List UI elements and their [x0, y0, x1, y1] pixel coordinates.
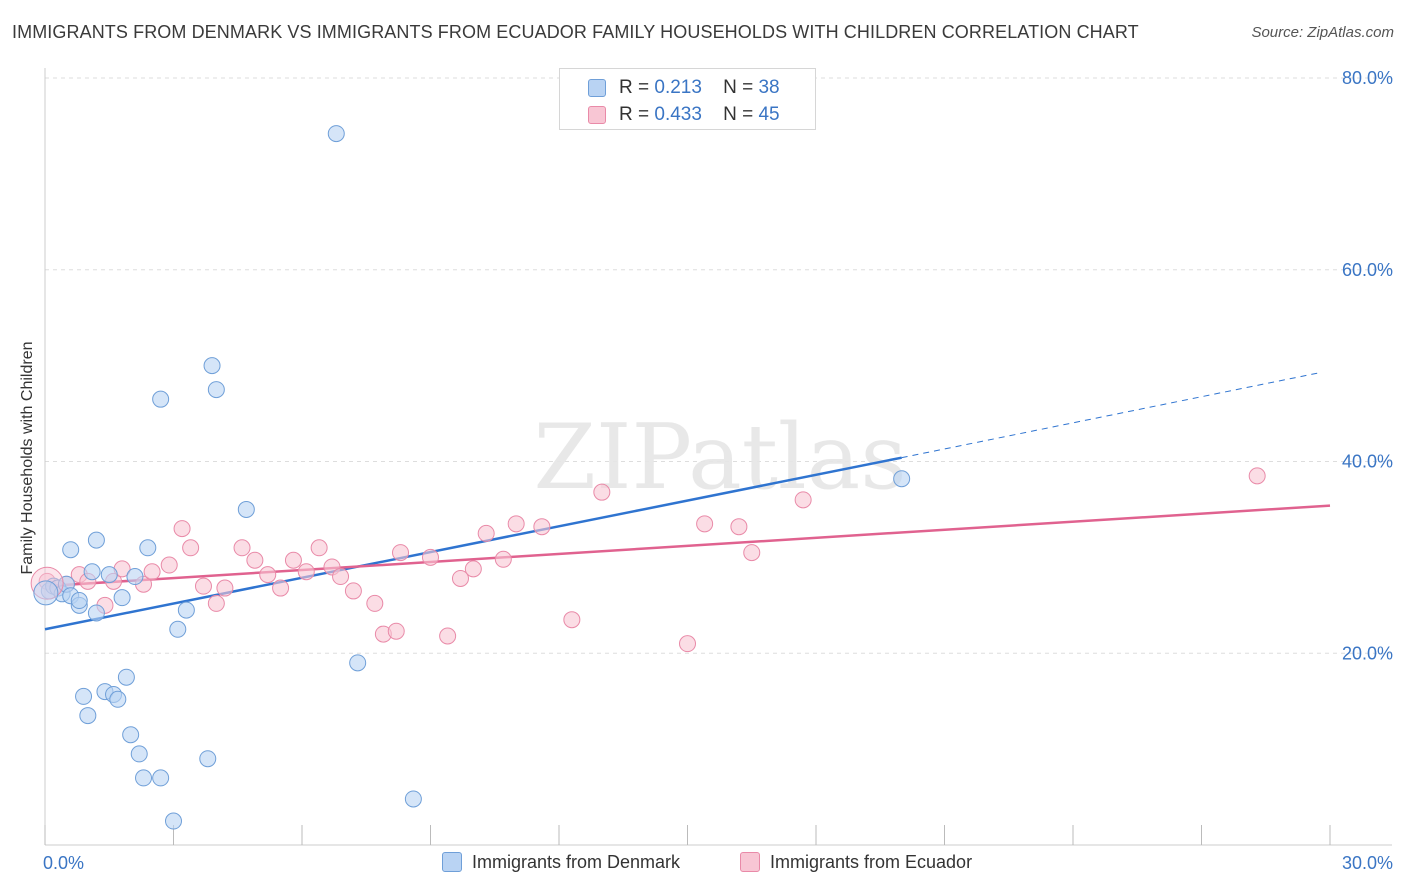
ecuador-point [387, 622, 405, 640]
denmark-point [83, 563, 101, 581]
denmark-point [113, 589, 131, 607]
denmark-point [100, 566, 118, 584]
denmark-point [199, 750, 217, 768]
ecuador-swatch [588, 106, 606, 124]
denmark-point [404, 790, 422, 808]
ecuador-point [730, 518, 748, 536]
tick-labels: 20.0% 40.0% 60.0% 80.0% 0.0% 30.0% [43, 68, 1393, 873]
denmark-point [327, 125, 345, 143]
ecuador-n-label: N = [723, 104, 754, 125]
ecuador-point [494, 550, 512, 568]
ecuador-point [173, 520, 191, 538]
ecuador-point [679, 635, 696, 653]
ecuador-point [507, 515, 525, 533]
denmark-point [349, 654, 367, 672]
denmark-point [207, 381, 225, 399]
denmark-point [62, 541, 80, 559]
ecuador-point [207, 594, 225, 612]
denmark-point [109, 690, 127, 708]
denmark-swatch [588, 79, 606, 97]
ecuador-point [794, 491, 812, 509]
ecuador-point [593, 483, 611, 501]
trend-lines [44, 371, 1331, 631]
ecuador-point [182, 539, 200, 557]
ecuador-point [194, 577, 212, 595]
denmark-point-large [33, 580, 59, 606]
denmark-point [152, 769, 170, 787]
ecuador-legend-label: Immigrants from Ecuador [770, 852, 973, 872]
denmark-point [117, 668, 135, 686]
y-tick-label: 40.0% [1342, 452, 1393, 472]
denmark-point [165, 812, 182, 830]
ecuador-point [284, 551, 302, 569]
denmark-point [87, 531, 105, 549]
ecuador-point [272, 579, 290, 597]
denmark-point [87, 604, 105, 622]
denmark-point [130, 745, 148, 763]
denmark-point [135, 769, 153, 787]
ecuador-point [1248, 467, 1266, 485]
denmark-point [177, 601, 195, 619]
denmark-point [237, 500, 255, 518]
ecuador-point [743, 544, 761, 562]
denmark-legend-swatch [442, 852, 462, 872]
ecuador-point [297, 563, 315, 581]
ecuador-point [259, 566, 277, 584]
ecuador-point [451, 569, 469, 587]
ecuador-point [392, 544, 410, 562]
denmark-point [79, 707, 97, 725]
ecuador-point [216, 579, 234, 597]
denmark-point [203, 357, 221, 375]
ecuador-point [464, 560, 482, 578]
ecuador-point [246, 551, 264, 569]
denmark-trend-extension [901, 371, 1322, 459]
ecuador-point [439, 627, 457, 645]
denmark-r-value: 0.213 [654, 77, 702, 98]
denmark-n-label: N = [723, 77, 754, 98]
gridlines [45, 77, 1392, 654]
ecuador-r-label: R = [619, 104, 650, 125]
denmark-trend-line [44, 456, 902, 631]
denmark-r-label: R = [619, 77, 650, 98]
denmark-point [70, 592, 88, 610]
correlation-legend: R = 0.213 N = 38 R = 0.433 N = 45 [559, 68, 816, 130]
data-points [30, 125, 1266, 830]
y-tick-label: 80.0% [1342, 68, 1393, 88]
ecuador-point [344, 582, 362, 600]
legend-item-denmark: Immigrants from Denmark [442, 852, 680, 873]
y-tick-label: 20.0% [1342, 643, 1393, 663]
ecuador-point [477, 524, 495, 542]
ecuador-point [143, 563, 161, 581]
ecuador-point [310, 539, 328, 557]
denmark-point [169, 620, 187, 638]
source-label: Source: ZipAtlas.com [1251, 24, 1394, 41]
ecuador-point [696, 515, 714, 533]
ecuador-trend-line [44, 504, 1331, 588]
ecuador-point [233, 539, 251, 557]
denmark-point [139, 539, 157, 557]
y-tick-label: 60.0% [1342, 260, 1393, 280]
ecuador-point [422, 548, 439, 566]
chart-title: IMMIGRANTS FROM DENMARK VS IMMIGRANTS FR… [12, 22, 1139, 42]
ecuador-point [366, 594, 384, 612]
denmark-point [152, 390, 170, 408]
ecuador-point [160, 556, 178, 574]
x-tick-label-max: 30.0% [1342, 853, 1393, 873]
denmark-point [126, 568, 144, 586]
ecuador-legend-swatch [740, 852, 760, 872]
denmark-point [893, 470, 911, 488]
ecuador-point [332, 568, 350, 586]
x-tick-label-min: 0.0% [43, 853, 84, 873]
ecuador-point [563, 611, 581, 629]
denmark-n-value: 38 [758, 77, 780, 98]
legend-item-ecuador: Immigrants from Ecuador [740, 852, 972, 873]
denmark-legend-label: Immigrants from Denmark [472, 852, 681, 872]
denmark-point [122, 726, 140, 744]
ecuador-r-value: 0.433 [654, 104, 702, 125]
denmark-point [75, 687, 93, 705]
ecuador-point [533, 518, 551, 536]
ecuador-n-value: 45 [758, 104, 780, 125]
